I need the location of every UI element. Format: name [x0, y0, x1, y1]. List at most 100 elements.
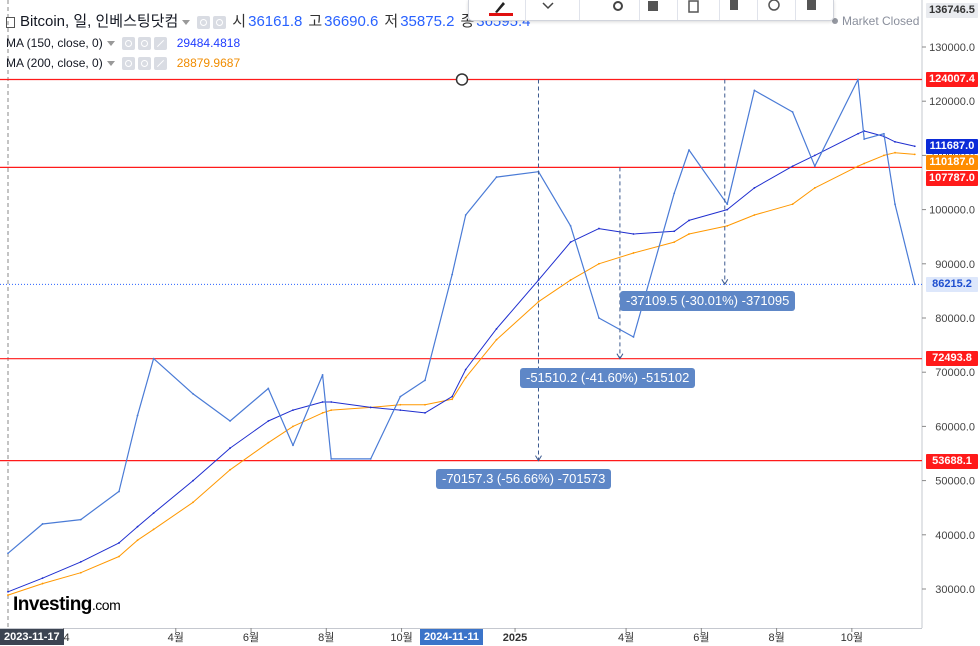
ma150-line-point: [537, 279, 540, 281]
price-line-point: [136, 414, 139, 417]
price-line-point: [321, 374, 324, 376]
price-axis-bg[interactable]: [922, 0, 980, 646]
price-line-point: [883, 132, 885, 135]
chart-legend: Bitcoin, 일, 인베스팅닷컴 시 36161.8 고 36690.6 저 35…: [6, 12, 530, 71]
ma150-line[interactable]: [7, 130, 915, 593]
gear-icon[interactable]: [609, 0, 627, 14]
date-tag-cursor: 2024-11-11: [420, 629, 484, 645]
ma150-line-point: [136, 525, 139, 528]
price-line-point: [857, 78, 859, 81]
price-line-point: [598, 317, 600, 319]
ma150-line-point: [41, 577, 44, 580]
ma150-line-point: [424, 411, 426, 414]
logo-domain: .com: [91, 597, 121, 613]
ma150-line-point: [791, 165, 794, 168]
ma150-line-point: [598, 227, 600, 230]
time-tick-label: 2025: [503, 632, 527, 644]
ma200-line-point: [791, 203, 794, 206]
ma150-line-point: [7, 590, 9, 593]
chevron-down-icon[interactable]: [539, 0, 557, 14]
ma200-line-point: [883, 154, 885, 157]
price-line-point: [369, 458, 372, 460]
ma200-line-point: [79, 571, 82, 574]
copy-icon[interactable]: [645, 0, 663, 14]
high-value: 36690.6: [324, 13, 379, 30]
eye-icon[interactable]: [121, 36, 135, 50]
open-value: 36161.8: [248, 13, 303, 30]
ma150-line-point: [569, 241, 572, 244]
ma150-line-point: [118, 542, 120, 544]
ma150-line-point: [857, 132, 859, 135]
price-line-point: [399, 395, 402, 398]
ma200-line-point: [136, 539, 139, 542]
price-tick-label: 70000.0: [935, 367, 975, 379]
line-anchor-handle[interactable]: [455, 73, 469, 86]
price-line-point: [41, 523, 44, 525]
gear-icon[interactable]: [137, 56, 151, 70]
price-tick-label: 100000.0: [929, 205, 975, 217]
price-line-point: [726, 203, 729, 206]
ma200-line-point: [537, 300, 540, 303]
measure-label[interactable]: -37109.5 (-30.01%) -371095: [620, 291, 796, 311]
ma150-line-point: [330, 401, 333, 403]
low-label: 저: [384, 13, 399, 30]
eye-icon[interactable]: [765, 0, 783, 14]
ma200-line-point: [598, 262, 600, 265]
ma200-line-point: [632, 252, 635, 254]
market-status: Market Closed: [832, 14, 919, 28]
ma150-line-point: [152, 512, 155, 515]
ma200-line-point: [7, 594, 9, 596]
chevron-down-icon[interactable]: [106, 40, 115, 46]
chevron-down-icon[interactable]: [182, 19, 191, 25]
ma150-line-point: [321, 401, 324, 403]
ma150-line-point: [292, 409, 294, 412]
price-tag: 110187.0: [926, 155, 978, 170]
clipboard-icon[interactable]: [685, 0, 703, 14]
pencil-icon[interactable]: [491, 0, 509, 14]
price-tag: 53688.1: [926, 454, 978, 469]
gear-icon[interactable]: [213, 15, 227, 29]
close-icon[interactable]: [153, 36, 167, 50]
download-icon[interactable]: [725, 0, 743, 14]
status-dot-icon: [832, 18, 838, 24]
price-line-point: [894, 203, 896, 206]
chevron-down-icon[interactable]: [106, 60, 115, 66]
price-line-point: [424, 379, 426, 382]
ma200-line-point: [857, 165, 859, 168]
price-axis-top-label: 136746.5: [926, 3, 978, 18]
price-line-point: [152, 357, 155, 360]
symbol-box-icon[interactable]: [6, 16, 15, 28]
low-value: 35875.2: [400, 13, 455, 30]
ma150-line-point: [673, 230, 676, 233]
price-line-point: [229, 420, 231, 422]
ma200-line-point: [451, 398, 454, 401]
gear-icon[interactable]: [137, 36, 151, 50]
eye-icon[interactable]: [121, 56, 135, 70]
close-icon[interactable]: [153, 56, 167, 70]
measure-label[interactable]: -51510.2 (-41.60%) -515102: [520, 368, 696, 388]
price-line-point: [688, 149, 690, 151]
open-label: 시: [232, 13, 247, 30]
time-tick-label: 6월: [693, 631, 709, 644]
eye-icon[interactable]: [197, 15, 211, 29]
measure-label[interactable]: -70157.3 (-56.66%) -701573: [436, 469, 612, 489]
ma200-line-point: [152, 528, 155, 531]
ma200-line[interactable]: [7, 152, 915, 596]
trash-icon[interactable]: [803, 0, 821, 14]
price-tick-label: 90000.0: [935, 259, 975, 271]
time-tick-label: 8월: [768, 631, 784, 644]
ma150-line-point: [813, 154, 816, 157]
price-line-point: [813, 165, 816, 168]
ma150-line-point: [229, 447, 231, 449]
drawing-toolbar: [468, 0, 834, 21]
ma200-line-point: [292, 425, 294, 428]
logo-brand: Investing: [13, 594, 92, 615]
price-tick-label: 50000.0: [935, 476, 975, 488]
ma150-line-point: [369, 406, 372, 409]
color-swatch[interactable]: [489, 13, 513, 16]
ma200-line-point: [229, 468, 231, 471]
time-tick-label: 4월: [618, 631, 634, 644]
ma150-line-point: [753, 187, 756, 189]
measure-arrow: [721, 279, 729, 286]
